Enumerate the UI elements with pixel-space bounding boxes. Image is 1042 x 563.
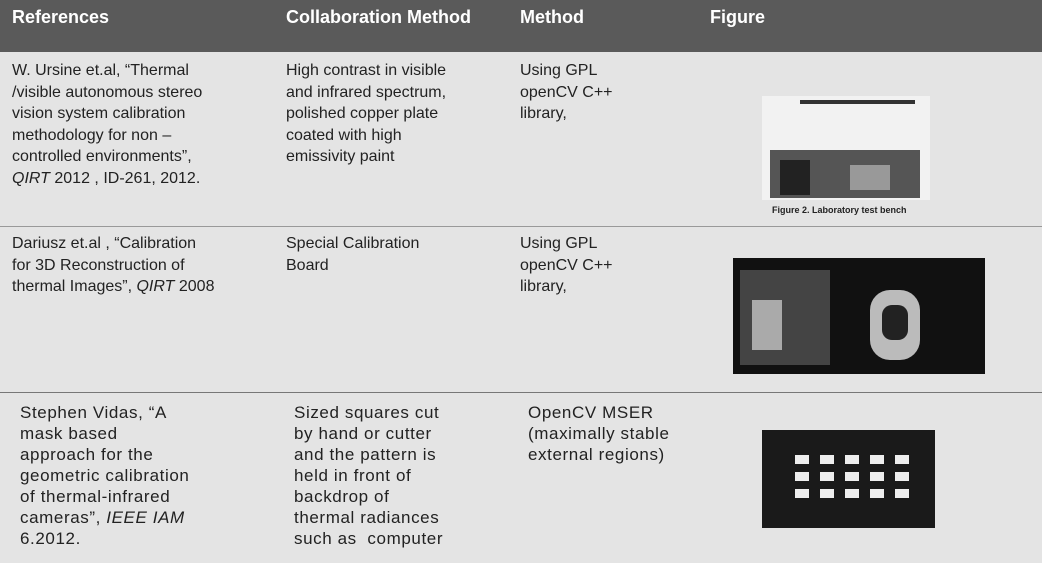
text-line: held in front of: [294, 466, 412, 485]
text-line: (maximally stable: [528, 424, 670, 443]
text-line: and the pattern is: [294, 445, 437, 464]
text-line: methodology for non –: [12, 126, 172, 144]
text-line: thermal radiances: [294, 508, 440, 527]
text-segment: QIRT: [12, 169, 50, 187]
text-segment: IEEE IAM: [106, 508, 185, 527]
figure-image: [733, 258, 985, 374]
method-cell: Using GPL openCV C++ library,: [520, 60, 613, 125]
text-line: backdrop of: [294, 487, 390, 506]
text-line: QIRT 2012 , ID-261, 2012.: [12, 168, 202, 190]
text-line: openCV C++: [520, 256, 613, 274]
text-line: such as computer: [294, 529, 444, 548]
text-line: emissivity paint: [286, 148, 395, 165]
text-line: external regions): [528, 445, 665, 464]
text-line: mask based: [20, 424, 118, 443]
header-row: [0, 0, 1042, 52]
text-line: openCV C++: [520, 83, 613, 101]
header-cell: Figure: [710, 7, 766, 27]
header-cell: Method: [520, 7, 584, 27]
text-line: polished copper plate: [286, 105, 439, 122]
text-segment: 2008: [174, 278, 215, 295]
figure-caption: Figure 2. Laboratory test bench: [772, 205, 907, 215]
collaboration-cell: Special Calibration Board: [286, 233, 419, 276]
text-segment: cameras”,: [20, 508, 107, 527]
method-cell: OpenCV MSER (maximally stable external reg…: [528, 402, 670, 465]
text-line: library,: [520, 105, 567, 122]
text-segment: QIRT: [136, 278, 175, 295]
text-line: Sized squares cut: [294, 403, 440, 422]
figure-image: [762, 430, 935, 528]
text-line: controlled environments”,: [12, 148, 192, 165]
text-line: of thermal-infrared: [20, 487, 171, 506]
text-line: geometric calibration: [20, 466, 190, 485]
text-line: 6.2012.: [20, 529, 81, 548]
text-line: coated with high: [286, 126, 402, 144]
row-separator: [0, 392, 1042, 393]
text-line: thermal Images”, QIRT 2008: [12, 276, 214, 298]
collaboration-cell: Sized squares cut by hand or cutter and th…: [294, 402, 443, 549]
text-line: Using GPL: [520, 235, 598, 252]
figure-image: [762, 96, 930, 200]
text-line: by hand or cutter: [294, 424, 432, 443]
collaboration-cell: High contrast in visible and infrared spe…: [286, 60, 446, 168]
text-line: Dariusz et.al , “Calibration: [12, 235, 197, 252]
text-line: and infrared spectrum,: [286, 83, 447, 101]
text-line: High contrast in visible: [286, 62, 447, 79]
text-line: Special Calibration: [286, 235, 420, 252]
text-line: library,: [520, 278, 567, 295]
text-line: Board: [286, 256, 329, 274]
text-line: Stephen Vidas, “A: [20, 403, 167, 422]
text-segment: 2012 , ID-261, 2012.: [49, 169, 201, 187]
text-segment: thermal Images”,: [12, 278, 137, 295]
method-cell: Using GPL openCV C++ library,: [520, 233, 613, 298]
text-line: OpenCV MSER: [528, 403, 654, 422]
reference-cell: Dariusz et.al , “Calibration for 3D Recon…: [12, 233, 214, 298]
text-line: approach for the: [20, 445, 154, 464]
text-line: W. Ursine et.al, “Thermal: [12, 62, 189, 79]
header-cell: Collaboration Method: [286, 7, 471, 27]
text-line: cameras”, IEEE IAM: [20, 507, 189, 528]
row-separator: [0, 226, 1042, 227]
text-line: Using GPL: [520, 62, 598, 79]
reference-cell: Stephen Vidas, “A mask based approach for …: [20, 402, 189, 549]
text-line: for 3D Reconstruction of: [12, 256, 185, 274]
header-cell: References: [12, 7, 110, 27]
text-line: /visible autonomous stereo: [12, 83, 203, 101]
reference-cell: W. Ursine et.al, “Thermal/visible autono…: [12, 60, 202, 189]
text-line: vision system calibration: [12, 105, 186, 122]
